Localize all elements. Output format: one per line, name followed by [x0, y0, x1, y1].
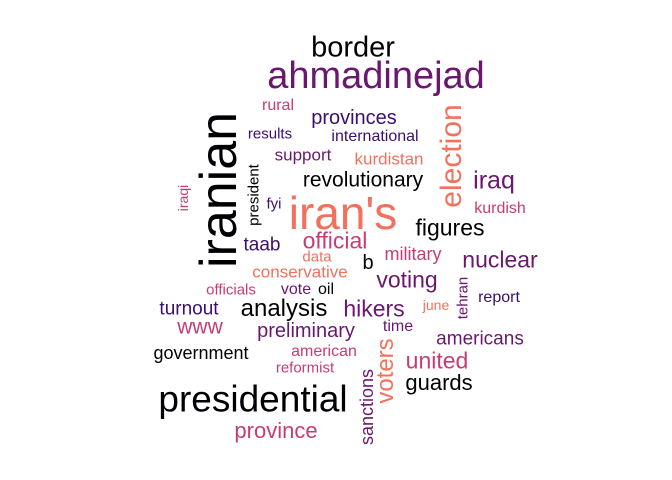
- word-kurdish: kurdish: [474, 200, 526, 217]
- word-figures: figures: [415, 214, 485, 241]
- word-analysis: analysis: [240, 295, 328, 322]
- word-officials: officials: [206, 281, 256, 299]
- word-taab: taab: [243, 234, 281, 256]
- word-united: united: [405, 347, 469, 374]
- word-reformist: reformist: [275, 359, 335, 377]
- word-hikers: hikers: [343, 295, 405, 322]
- word-guards: guards: [405, 370, 473, 395]
- word-time: time: [382, 318, 414, 335]
- word-provinces: provinces: [311, 107, 397, 129]
- word-president: president: [245, 164, 263, 226]
- word-military: military: [384, 244, 442, 264]
- word-report: report: [478, 289, 520, 306]
- word-voters: voters: [372, 338, 399, 404]
- word-government: government: [153, 343, 249, 363]
- word-iraq: iraq: [473, 166, 515, 195]
- word-data: data: [302, 248, 332, 266]
- word-www: www: [177, 315, 223, 339]
- word-presidential: presidential: [158, 378, 348, 420]
- word-americans: americans: [436, 328, 524, 350]
- word-june: june: [422, 297, 450, 313]
- word-iraqi: iraqi: [175, 184, 191, 212]
- word-tehran: tehran: [454, 276, 472, 320]
- word-ahmadinejad: ahmadinejad: [267, 55, 485, 97]
- word-american: american: [291, 343, 357, 360]
- word-revolutionary: revolutionary: [302, 168, 424, 192]
- word-sanctions: sanctions: [357, 368, 377, 446]
- word-province: province: [234, 418, 318, 443]
- word-iranian: iranian: [190, 111, 248, 269]
- word-rural: rural: [261, 97, 295, 114]
- word-b: b: [362, 252, 374, 274]
- word-fyi: fyi: [266, 195, 282, 213]
- word-election: election: [435, 104, 468, 208]
- word-conservative: conservative: [252, 262, 348, 282]
- word-results: results: [247, 125, 293, 143]
- word-voting: voting: [376, 266, 438, 293]
- word-border: border: [311, 31, 395, 64]
- word-turnout: turnout: [159, 298, 219, 320]
- word-official: official: [302, 227, 368, 254]
- word-vote: vote: [280, 281, 312, 298]
- word-support: support: [274, 145, 332, 165]
- word-international: international: [331, 128, 419, 145]
- word-kurdistan: kurdistan: [354, 149, 424, 169]
- word-oil: oil: [317, 281, 335, 298]
- word-preliminary: preliminary: [257, 320, 355, 342]
- word-irans: iran's: [288, 187, 398, 239]
- word-nuclear: nuclear: [462, 246, 538, 273]
